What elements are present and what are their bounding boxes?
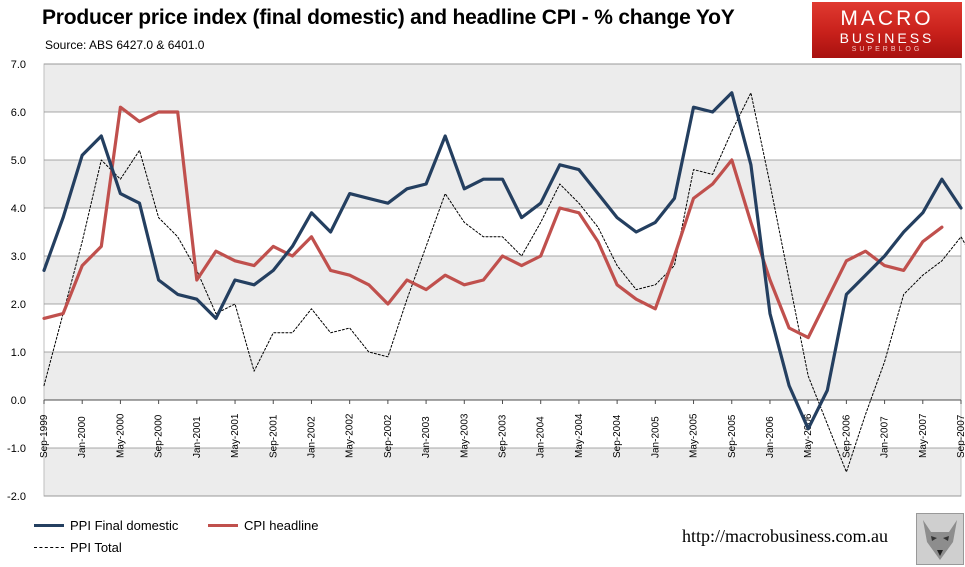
source-url: http://macrobusiness.com.au	[682, 526, 888, 546]
legend-item-ppi-total: PPI Total	[34, 540, 122, 555]
x-tick-label: Jan-2003	[421, 416, 432, 458]
x-tick-label: Sep-2002	[383, 414, 394, 458]
chart-title: Producer price index (final domestic) an…	[42, 6, 735, 29]
legend-swatch-cpi-headline	[208, 524, 238, 527]
plot-band	[44, 160, 961, 208]
legend-item-cpi-headline: CPI headline	[208, 518, 318, 533]
legend-swatch-ppi-total	[34, 547, 64, 548]
cpi-headline-series-line	[42, 105, 944, 340]
x-tick-label: Sep-2001	[268, 414, 279, 458]
y-tick-label: 5.0	[11, 155, 26, 167]
y-tick-label: 7.0	[11, 59, 26, 71]
x-tick-label: May-2000	[115, 413, 126, 458]
x-tick-label: Jan-2006	[765, 416, 776, 458]
x-tick-label: Sep-2000	[154, 414, 165, 458]
y-tick-label: 2.0	[11, 299, 26, 311]
x-tick-label: Jan-2007	[880, 416, 891, 458]
x-tick-label: May-2005	[689, 413, 700, 458]
logo-main-text: MACRO	[840, 7, 934, 30]
y-tick-label: 6.0	[11, 107, 26, 119]
x-tick-label: Jan-2001	[192, 416, 203, 458]
y-tick-label: 3.0	[11, 251, 26, 263]
x-tick-label: Sep-2006	[841, 414, 852, 458]
legend-label-ppi-total: PPI Total	[70, 540, 122, 555]
x-tick-label: Sep-2005	[727, 414, 738, 458]
logo-tag-text: SUPERBLOG	[851, 46, 923, 53]
x-tick-label: Sep-2004	[612, 414, 623, 458]
wolf-logo-image	[916, 513, 964, 565]
legend-item-ppi-final: PPI Final domestic	[34, 518, 178, 533]
legend-swatch-ppi-final	[34, 524, 64, 527]
y-tick-label: 0.0	[11, 395, 26, 407]
x-tick-label: Sep-2007	[956, 414, 965, 458]
logo-sub-text: BUSINESS	[839, 30, 935, 46]
y-tick-label: 4.0	[11, 203, 26, 215]
y-tick-label: 1.0	[11, 347, 26, 359]
y-tick-label: -2.0	[7, 491, 26, 503]
x-tick-label: Jan-2005	[650, 416, 661, 458]
plot-band	[44, 64, 961, 112]
ppi-final-domestic-series-line	[42, 91, 963, 431]
plot-band	[44, 448, 961, 496]
x-tick-label: May-2002	[345, 413, 356, 458]
x-tick-label: Jan-2004	[536, 416, 547, 458]
macrobusiness-logo: MACRO BUSINESS SUPERBLOG	[812, 2, 962, 58]
plot-band	[44, 352, 961, 400]
x-tick-label: May-2006	[803, 413, 814, 458]
x-tick-label: Jan-2000	[77, 416, 88, 458]
x-tick-label: May-2007	[918, 413, 929, 458]
x-tick-label: May-2001	[230, 413, 241, 458]
x-tick-label: May-2004	[574, 413, 585, 458]
legend-label-cpi-headline: CPI headline	[244, 518, 319, 533]
x-tick-label: Sep-2003	[498, 414, 509, 458]
x-tick-label: Jan-2002	[306, 416, 317, 458]
x-tick-label: Sep-1999	[39, 414, 50, 458]
y-tick-label: -1.0	[7, 443, 26, 455]
chart-subtitle: Source: ABS 6427.0 & 6401.0	[45, 38, 205, 52]
x-tick-label: May-2003	[459, 413, 470, 458]
legend-label-ppi-final: PPI Final domestic	[70, 518, 179, 533]
